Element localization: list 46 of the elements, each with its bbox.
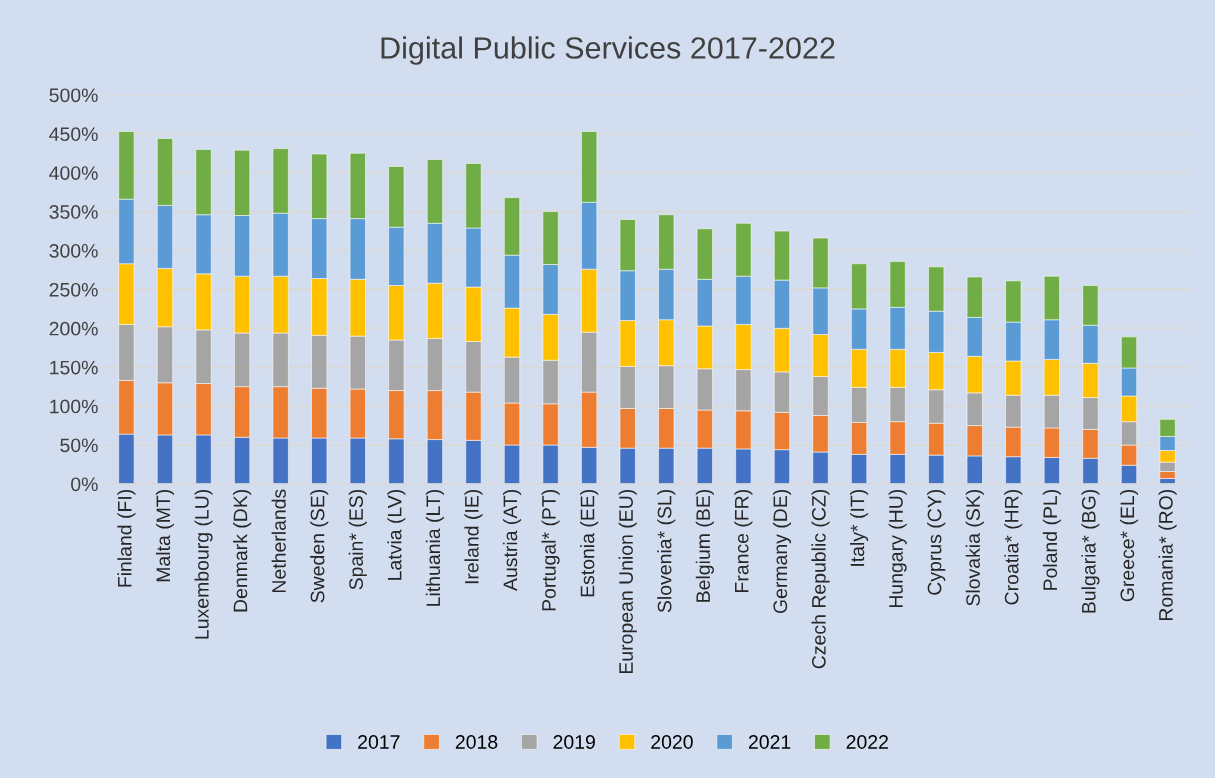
y-tick-label: 50% [60,438,98,453]
y-tick-label: 350% [49,205,98,219]
x-tick-label: Germany (DE) [772,489,792,614]
x-tick-label: Romania* (RO) [1158,489,1177,621]
x-tick-label: Austria (AT) [502,489,522,592]
chart-title: Digital Public Services 2017-2022 [381,36,835,65]
x-tick-label: Netherlands [271,489,286,593]
x-tick-label: Cyprus (CY) [927,489,946,595]
x-tick-label: Sweden (SE) [310,489,329,603]
x-tick-label: Latvia (LV) [387,489,406,580]
x-tick-label: Poland (PL) [1042,489,1061,590]
x-tick-label: Lithuania (LT) [425,489,444,606]
x-tick-label: European Union (EU) [618,489,637,674]
y-tick-label: 300% [49,243,98,258]
y-tick-label: 500% [49,88,98,103]
y-tick-label: 450% [49,127,98,142]
legend-label: 2021 [748,735,791,749]
x-tick-label: Slovenia* (SL) [657,489,676,613]
x-tick-label: Portugal* (PT) [541,489,560,611]
x-tick-label: Slovakia (SK) [965,489,984,606]
legend-label: 2018 [455,735,498,749]
legend-label: 2020 [651,735,693,749]
x-tick-label: Estonia (EE) [580,489,599,597]
x-tick-label: Bulgaria* (BG) [1081,489,1100,613]
x-tick-label: Belgium (BE) [695,489,714,602]
x-tick-label: Hungary (HU) [888,489,907,608]
x-tick-label: France (FR) [734,489,753,592]
x-tick-label: Italy* (IT) [850,489,869,566]
y-tick-label: 100% [50,399,98,414]
x-tick-label: Luxembourg (LU) [194,489,213,639]
x-tick-label: Greece* (EL) [1119,489,1139,602]
legend-label: 2022 [846,735,888,749]
x-tick-label: Spain* (ES) [348,489,367,590]
legend-label: 2017 [358,735,400,749]
x-tick-label: Czech Republic (CZ) [811,489,830,669]
x-tick-label: Denmark (DK) [233,489,252,612]
x-tick-label: Croatia* (HR) [1004,489,1023,605]
y-tick-label: 150% [50,360,98,375]
y-tick-label: 200% [49,321,98,336]
legend-label: 2019 [553,735,595,749]
y-tick-label: 250% [49,282,98,297]
x-tick-label: Finland (FI) [117,489,136,587]
y-tick-label: 0% [71,477,98,492]
x-tick-label: Ireland (IE) [464,489,483,584]
x-tick-label: Malta (MT) [155,489,175,582]
y-tick-label: 400% [49,166,98,180]
